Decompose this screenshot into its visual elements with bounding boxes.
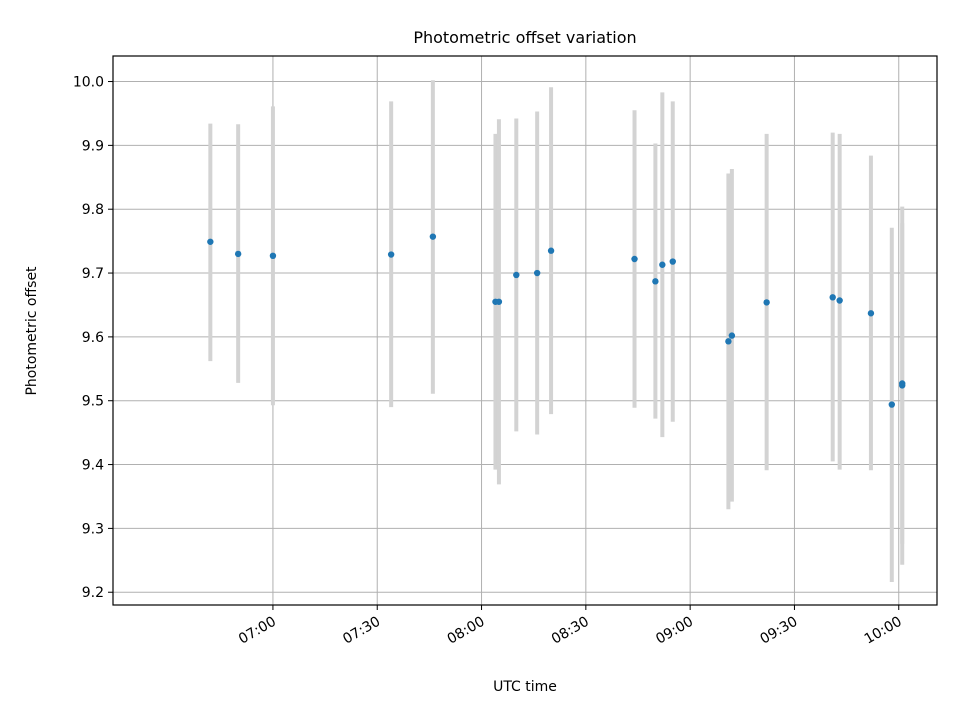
x-axis-label: UTC time [493, 679, 557, 695]
y-tick-label: 10.0 [73, 75, 104, 91]
data-point [429, 233, 437, 240]
data-point [899, 382, 906, 389]
data-point [888, 401, 896, 408]
data-point [533, 269, 541, 277]
data-points [207, 233, 906, 408]
data-point [725, 338, 732, 345]
y-tick-label: 9.5 [82, 394, 104, 410]
data-point [234, 250, 242, 258]
data-point [728, 332, 736, 339]
y-tick-label: 9.3 [82, 521, 104, 537]
y-tick-label: 9.9 [82, 138, 104, 154]
y-tick-label: 9.6 [82, 330, 104, 346]
y-axis: 9.2 9.3 9.4 9.5 9.6 9.7 9.8 9.9 10.0 [73, 75, 113, 601]
data-point [763, 299, 770, 306]
y-tick-label: 9.2 [82, 585, 104, 601]
data-point [495, 298, 503, 305]
plot-frame [112, 55, 938, 606]
data-point [547, 247, 555, 254]
y-tick-label: 9.7 [82, 266, 104, 282]
y-tick-label: 9.4 [82, 458, 104, 474]
grid [113, 56, 937, 605]
data-point [659, 261, 666, 268]
data-point [669, 258, 676, 265]
y-axis-label: Photometric offset [24, 266, 40, 396]
data-point [652, 278, 659, 285]
y-tick-label: 9.8 [82, 202, 104, 218]
data-point [867, 310, 875, 317]
data-point [387, 251, 395, 258]
data-point [207, 238, 214, 245]
data-point [836, 297, 843, 304]
chart-title: Photometric offset variation [413, 28, 636, 47]
data-point [269, 252, 277, 260]
data-point [631, 255, 638, 263]
data-point [829, 294, 836, 301]
data-point [513, 271, 520, 279]
